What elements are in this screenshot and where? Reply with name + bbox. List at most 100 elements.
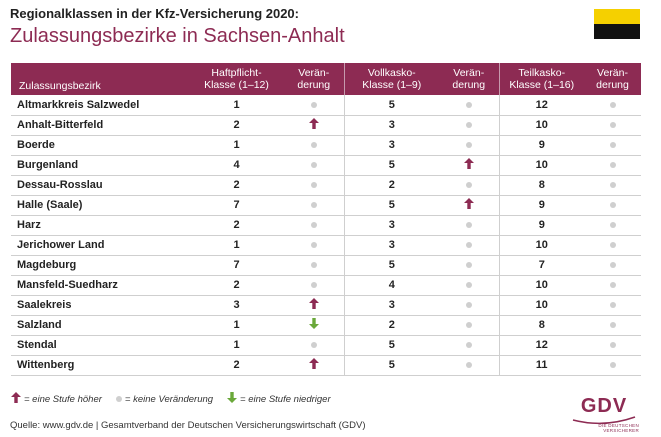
no-change-dot-icon <box>310 342 317 349</box>
no-change-dot-icon <box>465 101 472 108</box>
teilkasko-value: 11 <box>498 355 584 376</box>
haftpflicht-value: 2 <box>189 175 284 196</box>
district-name: Altmarkkreis Salzwedel <box>11 95 189 116</box>
no-change-dot-icon <box>609 222 616 229</box>
arrow-down-icon <box>227 392 238 406</box>
vollkasko-change <box>439 155 499 176</box>
header-vollkasko-veraenderung: Verän-derung <box>439 63 499 95</box>
legend-item-none: = keine Veränderung <box>115 393 214 405</box>
vollkasko-value: 3 <box>343 215 439 236</box>
table-body: Altmarkkreis Salzwedel 1 5 12 Anhalt-Bitterf… <box>11 95 641 376</box>
no-change-dot-icon <box>465 182 472 189</box>
no-change-dot-icon <box>465 362 472 369</box>
logo-subtext: DIE DEUTSCHEN VERSICHERER <box>598 423 639 433</box>
gdv-logo: GDV DIE DEUTSCHEN VERSICHERER <box>569 395 639 433</box>
legend-label-up: = eine Stufe höher <box>24 393 102 405</box>
vollkasko-change <box>439 115 499 136</box>
header-vollkasko: Vollkasko- Klasse (1–9) <box>343 63 439 95</box>
no-change-dot-icon <box>465 222 472 229</box>
no-change-dot-icon <box>465 282 472 289</box>
vollkasko-change <box>439 235 499 256</box>
teilkasko-change <box>584 295 641 316</box>
vollkasko-change <box>439 355 499 376</box>
teilkasko-value: 7 <box>498 255 584 276</box>
teilkasko-change <box>584 315 641 336</box>
legend-label-none: = keine Veränderung <box>124 393 214 405</box>
district-name: Jerichower Land <box>11 235 189 256</box>
table-row: Altmarkkreis Salzwedel 1 5 12 <box>11 95 641 116</box>
no-change-dot-icon <box>310 142 317 149</box>
header-zulassungsbezirk: Zulassungsbezirk <box>11 63 189 95</box>
teilkasko-value: 9 <box>498 135 584 156</box>
no-change-dot-icon <box>310 222 317 229</box>
page-subtitle: Regionalklassen in der Kfz-Versicherung … <box>10 6 299 21</box>
vollkasko-value: 3 <box>343 295 439 316</box>
haftpflicht-change <box>284 315 344 336</box>
haftpflicht-value: 2 <box>189 215 284 236</box>
district-name: Mansfeld-Suedharz <box>11 275 189 296</box>
regional-class-table: Zulassungsbezirk Haftpflicht- Klasse (1–1… <box>11 63 641 376</box>
teilkasko-change <box>584 275 641 296</box>
haftpflicht-value: 1 <box>189 135 284 156</box>
haftpflicht-change <box>284 355 344 376</box>
no-change-dot-icon <box>609 342 616 349</box>
teilkasko-value: 10 <box>498 155 584 176</box>
legend-item-down: = eine Stufe niedriger <box>227 392 331 406</box>
vollkasko-value: 3 <box>343 235 439 256</box>
vollkasko-value: 3 <box>343 115 439 136</box>
teilkasko-change <box>584 155 641 176</box>
district-name: Magdeburg <box>11 255 189 276</box>
district-name: Wittenberg <box>11 355 189 376</box>
district-name: Harz <box>11 215 189 236</box>
no-change-dot-icon <box>609 282 616 289</box>
header-haftpflicht: Haftpflicht- Klasse (1–12) <box>189 63 284 95</box>
no-change-dot-icon <box>609 362 616 369</box>
vollkasko-value: 5 <box>343 255 439 276</box>
haftpflicht-value: 4 <box>189 155 284 176</box>
no-change-dot-icon <box>609 162 616 169</box>
haftpflicht-value: 1 <box>189 315 284 336</box>
district-name: Boerde <box>11 135 189 156</box>
header: Regionalklassen in der Kfz-Versicherung … <box>10 6 570 49</box>
no-change-dot-icon <box>310 162 317 169</box>
no-change-dot-icon <box>609 262 616 269</box>
vollkasko-value: 5 <box>343 355 439 376</box>
table-header-row: Zulassungsbezirk Haftpflicht- Klasse (1–1… <box>11 63 641 95</box>
haftpflicht-value: 3 <box>189 295 284 316</box>
vollkasko-change <box>439 175 499 196</box>
header-haftpflicht-veraenderung: Verän-derung <box>284 63 344 95</box>
header-teilkasko: Teilkasko- Klasse (1–16) <box>498 63 584 95</box>
vollkasko-value: 5 <box>343 95 439 116</box>
teilkasko-change <box>584 195 641 216</box>
haftpflicht-value: 7 <box>189 195 284 216</box>
no-change-dot-icon <box>609 101 616 108</box>
table-row: Stendal 1 5 12 <box>11 335 641 356</box>
table-row: Halle (Saale) 7 5 9 <box>11 195 641 216</box>
gdv-swoosh-icon <box>572 416 636 425</box>
district-name: Stendal <box>11 335 189 356</box>
no-change-dot-icon <box>609 322 616 329</box>
haftpflicht-change <box>284 155 344 176</box>
table-row: Burgenland 4 5 10 <box>11 155 641 176</box>
teilkasko-change <box>584 335 641 356</box>
haftpflicht-change <box>284 95 344 116</box>
no-change-dot-icon <box>465 302 472 309</box>
vollkasko-value: 3 <box>343 135 439 156</box>
district-name: Salzland <box>11 315 189 336</box>
vollkasko-value: 4 <box>343 275 439 296</box>
teilkasko-value: 9 <box>498 195 584 216</box>
table-row: Dessau-Rosslau 2 2 8 <box>11 175 641 196</box>
no-change-dot-icon <box>609 182 616 189</box>
arrow-up-icon <box>463 158 474 172</box>
no-change-dot-icon <box>310 242 317 249</box>
table-row: Wittenberg 2 5 11 <box>11 355 641 376</box>
teilkasko-value: 10 <box>498 275 584 296</box>
vollkasko-change <box>439 195 499 216</box>
district-name: Anhalt-Bitterfeld <box>11 115 189 136</box>
legend-label-down: = eine Stufe niedriger <box>240 393 331 405</box>
haftpflicht-change <box>284 335 344 356</box>
legend: = eine Stufe höher = keine Veränderung =… <box>11 392 345 406</box>
teilkasko-value: 10 <box>498 235 584 256</box>
haftpflicht-value: 1 <box>189 95 284 116</box>
haftpflicht-value: 7 <box>189 255 284 276</box>
